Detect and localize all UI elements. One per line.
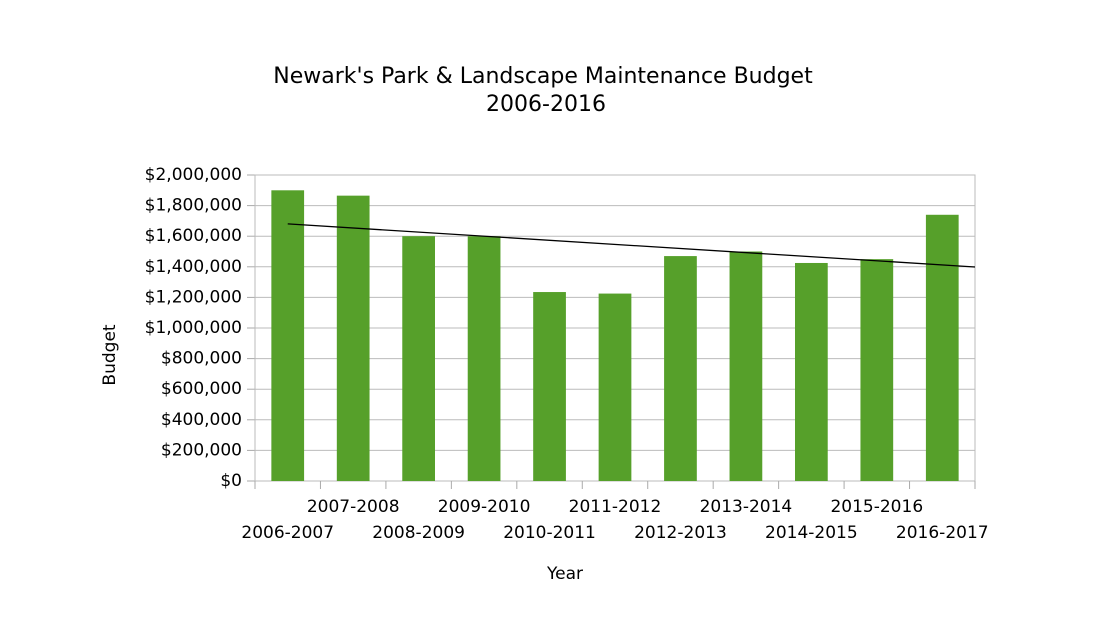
y-tick-label: $1,400,000	[145, 257, 242, 277]
y-tick-label: $1,000,000	[145, 318, 242, 338]
x-tick-label: 2015-2016	[830, 497, 923, 517]
y-tick-label: $800,000	[161, 349, 242, 369]
x-tick-label: 2014-2015	[765, 523, 858, 543]
bar	[271, 190, 305, 482]
y-tick-label: $0	[220, 471, 242, 491]
y-tick-label: $1,600,000	[145, 226, 242, 246]
bar	[467, 236, 501, 481]
bar	[729, 251, 763, 481]
x-tick-label: 2007-2008	[307, 497, 400, 517]
bar	[533, 292, 566, 481]
y-tick-label: $1,800,000	[145, 196, 242, 216]
x-tick-label: 2012-2013	[634, 523, 727, 543]
x-tick-label: 2010-2011	[503, 523, 596, 543]
bar	[598, 293, 632, 481]
x-tick-label: 2016-2017	[896, 523, 989, 543]
x-tick-label: 2008-2009	[372, 523, 465, 543]
y-tick-label: $400,000	[161, 410, 242, 430]
x-tick-label: 2011-2012	[569, 497, 662, 517]
bar	[925, 214, 959, 481]
bar	[336, 195, 370, 481]
bar	[860, 259, 894, 481]
bar	[795, 262, 828, 481]
bar	[402, 236, 435, 481]
y-tick-label: $200,000	[161, 440, 242, 460]
y-tick-label: $1,200,000	[145, 287, 242, 307]
chart-subtitle: 2006-2016	[486, 92, 606, 117]
x-axis-label: Year	[546, 564, 583, 584]
bar	[664, 256, 697, 481]
y-tick-label: $2,000,000	[145, 165, 242, 185]
chart-title: Newark's Park & Landscape Maintenance Bu…	[273, 64, 813, 89]
trend-line	[287, 223, 976, 268]
x-tick-label: 2009-2010	[438, 497, 531, 517]
x-tick-label: 2006-2007	[241, 523, 334, 543]
y-tick-label: $600,000	[161, 379, 242, 399]
x-tick-label: 2013-2014	[700, 497, 793, 517]
y-axis-label: Budget	[100, 324, 120, 385]
